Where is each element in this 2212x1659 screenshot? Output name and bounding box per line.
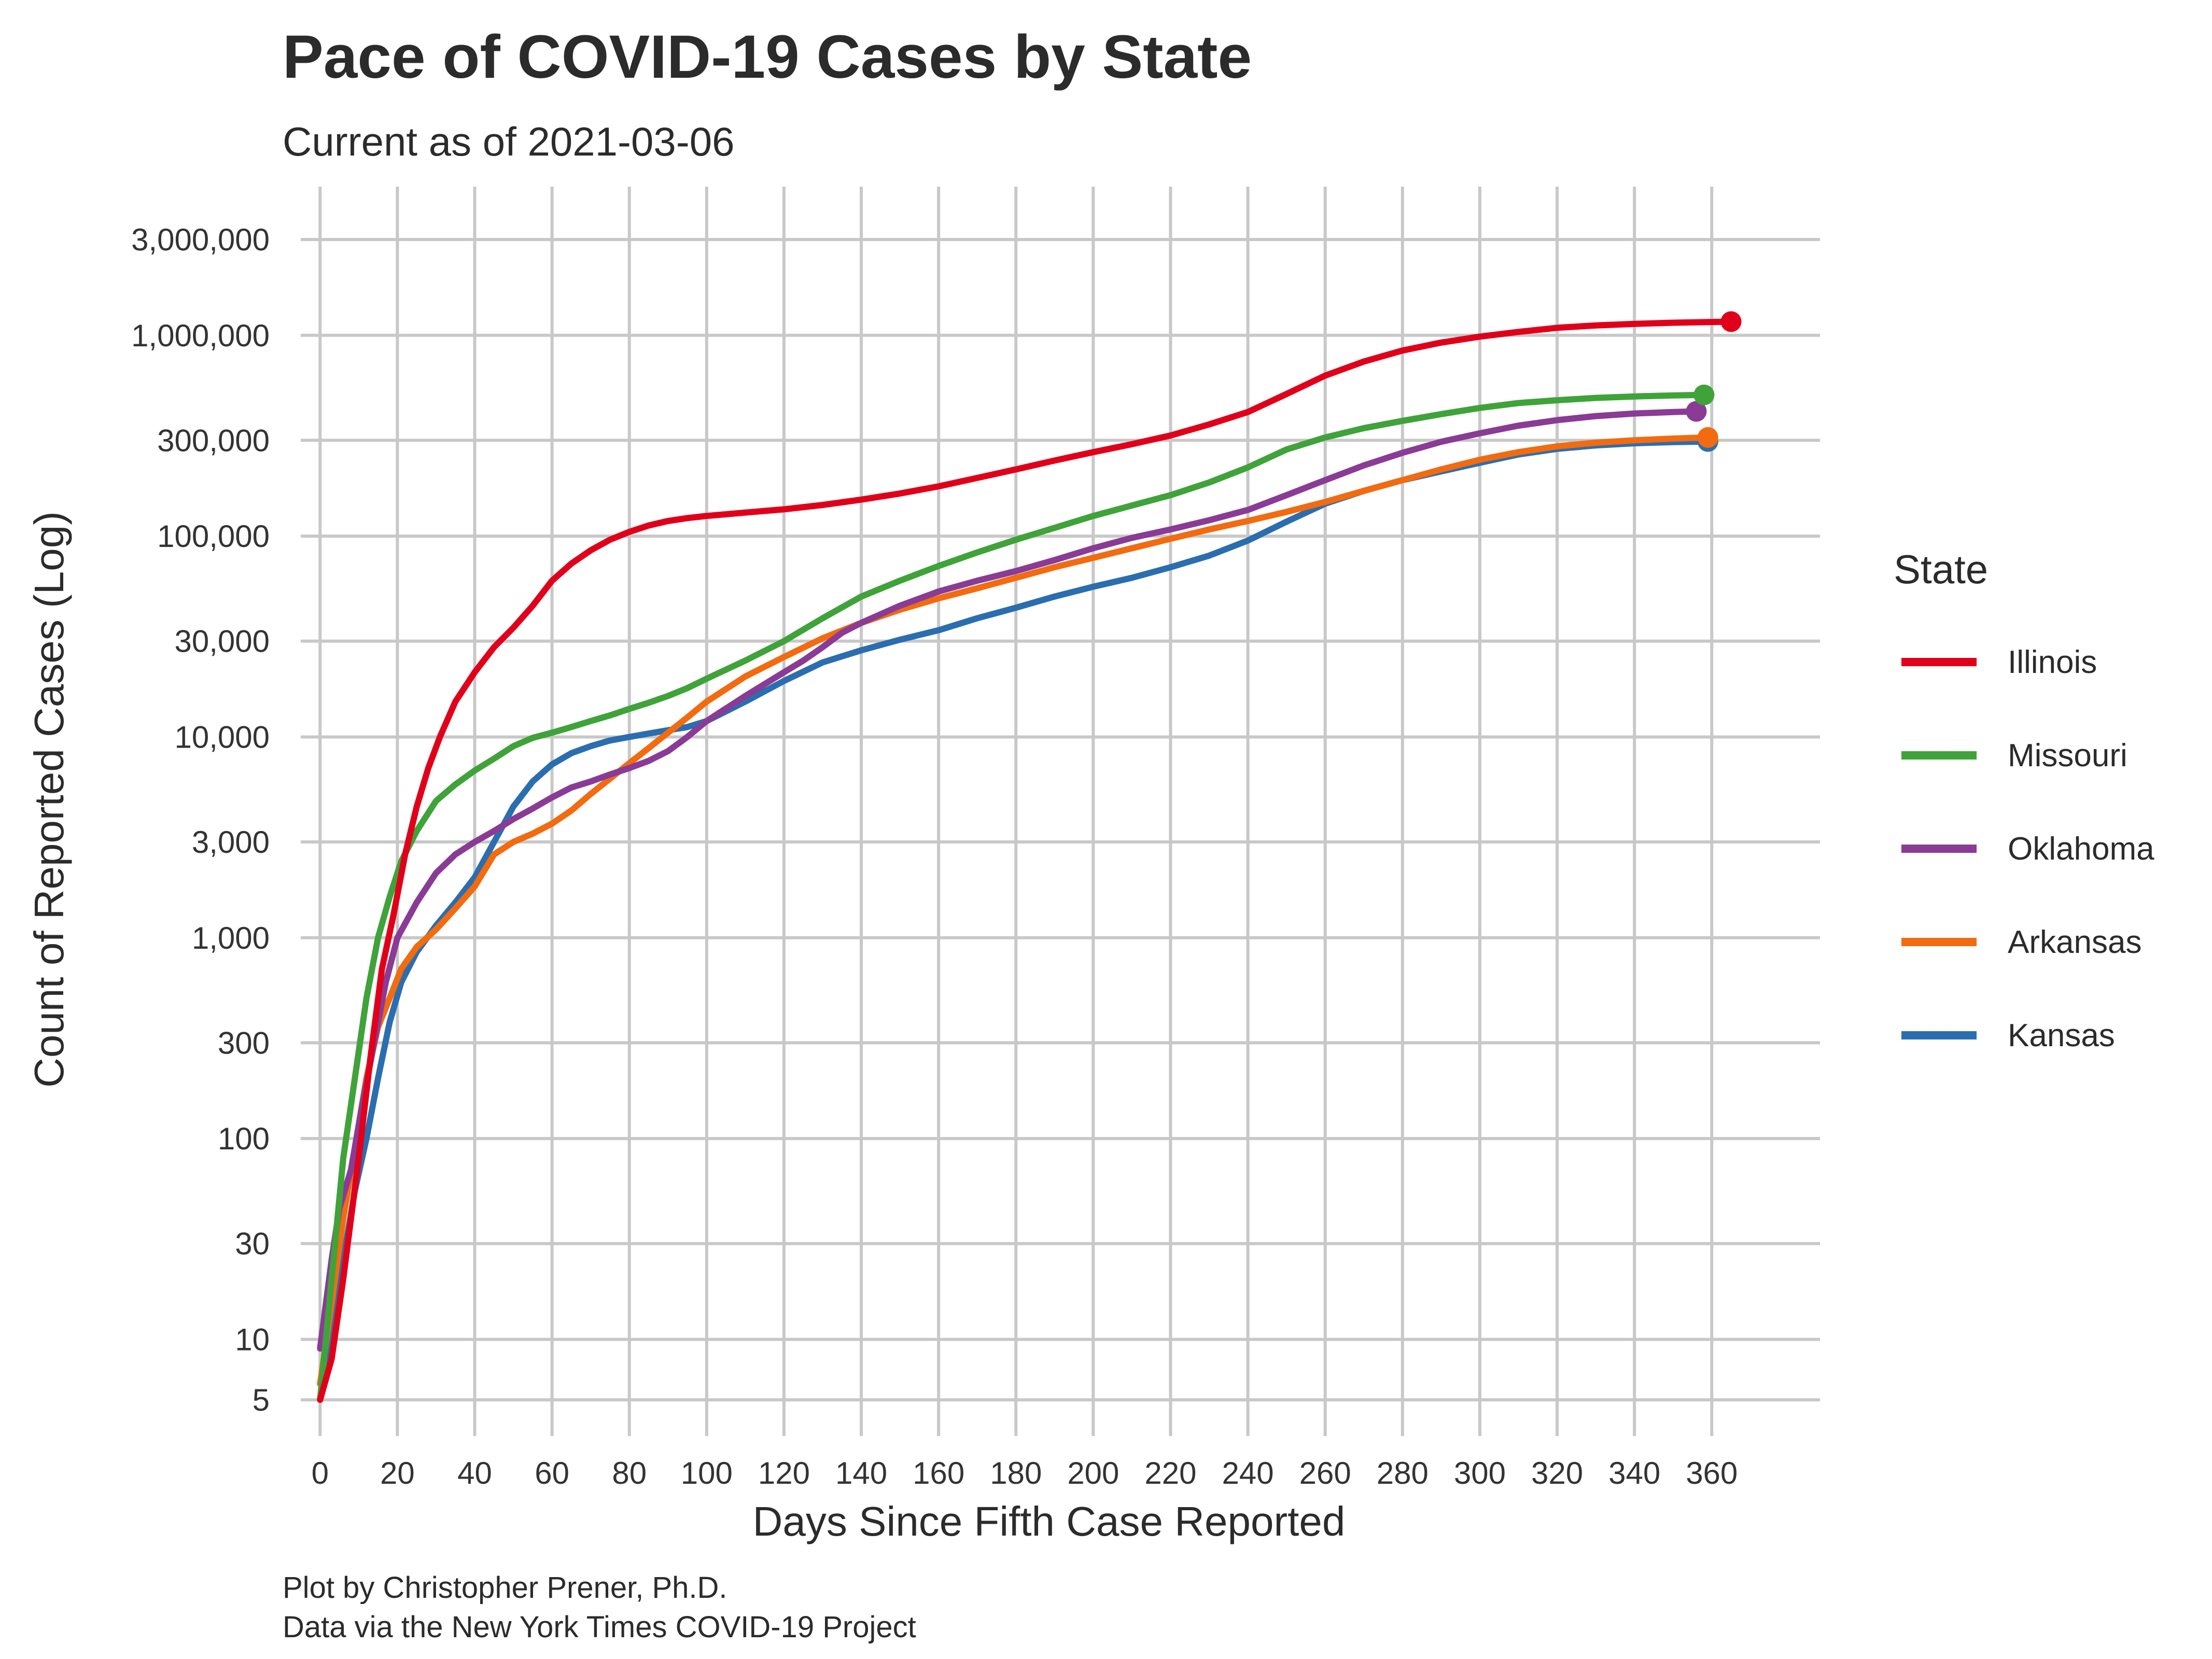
series-lines: [317, 311, 1742, 1403]
x-tick-label: 280: [1377, 1456, 1429, 1491]
x-tick-label: 260: [1299, 1456, 1351, 1491]
y-tick-label: 300: [218, 1025, 270, 1060]
series-line-missouri: [317, 391, 1707, 1403]
x-tick-label: 340: [1608, 1456, 1660, 1491]
x-axis-label: Days Since Fifth Case Reported: [753, 1498, 1346, 1544]
y-tick-label: 1,000,000: [131, 318, 270, 353]
y-tick-label: 300,000: [157, 423, 270, 458]
x-tick-label: 320: [1531, 1456, 1583, 1491]
legend-label-illinois: Illinois: [2008, 644, 2097, 680]
x-tick-label: 360: [1686, 1456, 1738, 1491]
y-tick-label: 10: [235, 1322, 270, 1357]
x-tick-label: 0: [312, 1456, 329, 1491]
x-tick-label: 100: [681, 1456, 733, 1491]
y-tick-label: 10,000: [174, 720, 270, 754]
x-tick-label: 200: [1067, 1456, 1119, 1491]
x-tick-label: 240: [1222, 1456, 1274, 1491]
legend: State Illinois Missouri Oklahoma Arkansas Ka…: [1894, 546, 2154, 1053]
x-axis-ticks: 0 20 40 60 80 100 120 140 160 180 200 220 240 260 280 3…: [312, 1456, 1738, 1491]
y-tick-label: 100,000: [157, 519, 270, 554]
series-endpoint-missouri: [1693, 384, 1715, 405]
series-line-kansas: [317, 438, 1711, 1403]
x-tick-label: 20: [380, 1456, 415, 1491]
y-axis-ticks: 5 10 30 100 300 1,000 3,000 10,000 30,000 100,000…: [131, 222, 270, 1417]
x-tick-label: 60: [535, 1456, 569, 1491]
caption-source: Data via the New York Times COVID-19 Pro…: [283, 1610, 916, 1644]
y-axis-label: Count of Reported Cases (Log): [26, 511, 72, 1088]
y-tick-label: 3,000,000: [131, 222, 270, 257]
caption-credit: Plot by Christopher Prener, Ph.D.: [283, 1571, 727, 1605]
legend-label-kansas: Kansas: [2008, 1018, 2115, 1053]
y-tick-label: 5: [253, 1383, 270, 1417]
x-tick-label: 220: [1144, 1456, 1196, 1491]
series-endpoint-arkansas: [1697, 427, 1718, 448]
y-tick-label: 3,000: [192, 825, 270, 860]
legend-label-missouri: Missouri: [2008, 738, 2127, 774]
y-tick-label: 100: [218, 1121, 270, 1156]
x-tick-label: 40: [457, 1456, 492, 1491]
series-endpoint-illinois: [1720, 311, 1742, 332]
x-tick-label: 80: [612, 1456, 647, 1491]
legend-title: State: [1894, 546, 1988, 592]
x-tick-label: 140: [835, 1456, 887, 1491]
y-tick-label: 1,000: [192, 921, 270, 955]
chart-title: Pace of COVID-19 Cases by State: [283, 23, 1252, 91]
legend-label-oklahoma: Oklahoma: [2008, 831, 2154, 867]
x-tick-label: 120: [758, 1456, 810, 1491]
y-tick-label: 30,000: [174, 624, 270, 659]
x-tick-label: 180: [990, 1456, 1042, 1491]
legend-label-arkansas: Arkansas: [2008, 924, 2141, 960]
series-endpoint-oklahoma: [1686, 401, 1707, 422]
gridlines: [301, 187, 1820, 1436]
series-line-oklahoma: [317, 408, 1700, 1352]
series-line-arkansas: [317, 434, 1711, 1387]
chart-subtitle: Current as of 2021-03-06: [283, 119, 735, 164]
y-tick-label: 30: [235, 1227, 270, 1261]
x-tick-label: 160: [913, 1456, 964, 1491]
series-line-illinois: [317, 318, 1734, 1403]
x-tick-label: 300: [1454, 1456, 1506, 1491]
